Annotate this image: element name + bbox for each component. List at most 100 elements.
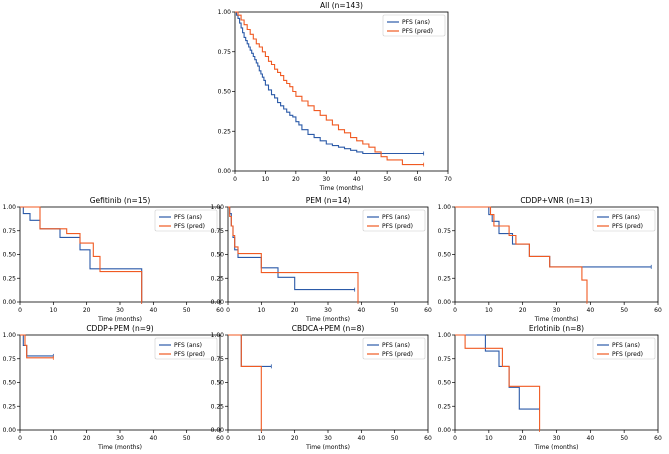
y-tick-label: 1.00: [438, 332, 452, 339]
legend-label: PFS (ans): [612, 342, 640, 349]
x-tick-label: 0: [233, 176, 237, 183]
x-tick-label: 30: [322, 176, 330, 183]
chart-title: CDDP+VNR (n=13): [520, 196, 592, 205]
y-tick-label: 0.25: [218, 128, 232, 135]
legend-label: PFS (ans): [612, 214, 640, 221]
x-tick-label: 40: [587, 307, 595, 314]
chart-title: CDDP+PEM (n=9): [86, 324, 153, 333]
y-tick-label: 0.50: [211, 252, 225, 259]
x-tick-label: 10: [50, 435, 58, 442]
series-line-ans: [228, 206, 355, 291]
series-line-pred: [228, 206, 359, 302]
legend-label: PFS (ans): [402, 19, 430, 26]
x-tick-label: 0: [453, 435, 457, 442]
legend-label: PFS (ans): [174, 214, 202, 221]
x-tick-label: 30: [553, 307, 561, 314]
y-tick-label: 0.25: [438, 403, 452, 410]
x-tick-label: 10: [485, 307, 493, 314]
x-tick-label: 60: [216, 435, 224, 442]
y-tick-label: 1.00: [438, 204, 452, 211]
y-tick-label: 0.75: [211, 356, 225, 363]
chart-panel-7: Erlotinib (n=8) 0 10 20 30 40 50 60 0.00 0.25 0.50…: [438, 324, 662, 451]
y-tick-label: 0.25: [3, 403, 17, 410]
chart-panel-2: Gefitinib (n=15)0 10 20 30 40 50 600.000.250.5…: [3, 196, 224, 323]
series-line-pred: [228, 334, 262, 430]
x-tick-label: 0: [226, 307, 230, 314]
y-tick-label: 0.75: [438, 356, 452, 363]
y-tick-label: 0.75: [3, 228, 17, 235]
x-tick-label: 40: [150, 435, 158, 442]
legend-label: PFS (pred): [612, 223, 643, 230]
x-tick-label: 50: [183, 435, 191, 442]
x-tick-label: 30: [324, 435, 332, 442]
legend-label: PFS (pred): [174, 223, 205, 230]
x-axis-label: Time (months): [319, 185, 364, 192]
x-tick-label: 10: [485, 435, 493, 442]
y-tick-label: 0.25: [211, 403, 225, 410]
series-line-ans: [235, 11, 424, 155]
y-tick-label: 0.00: [438, 427, 452, 434]
x-tick-label: 60: [654, 307, 662, 314]
chart-title: Gefitinib (n=15): [90, 196, 151, 205]
y-tick-label: 0.50: [211, 380, 225, 387]
x-tick-label: 10: [258, 435, 266, 442]
x-tick-label: 30: [324, 307, 332, 314]
x-tick-label: 40: [587, 435, 595, 442]
legend-label: PFS (pred): [174, 351, 205, 358]
x-tick-label: 30: [116, 435, 124, 442]
x-tick-label: 50: [383, 176, 391, 183]
x-tick-label: 40: [353, 176, 361, 183]
x-tick-label: 0: [18, 307, 22, 314]
x-tick-label: 50: [183, 307, 191, 314]
y-tick-label: 1.00: [3, 204, 17, 211]
y-tick-label: 0.00: [3, 299, 17, 306]
legend-label: PFS (ans): [174, 342, 202, 349]
y-tick-label: 1.00: [3, 332, 17, 339]
legend-label: PFS (ans): [382, 342, 410, 349]
series-line-ans: [455, 334, 540, 410]
x-tick-label: 30: [116, 307, 124, 314]
series-line-pred: [235, 11, 424, 166]
y-tick-label: 0.00: [211, 299, 225, 306]
x-tick-label: 10: [262, 176, 270, 183]
x-axis-label: Time (months): [305, 316, 350, 323]
x-tick-label: 50: [620, 435, 628, 442]
x-tick-label: 20: [291, 307, 299, 314]
x-tick-label: 20: [83, 435, 91, 442]
x-tick-label: 40: [358, 307, 366, 314]
y-tick-label: 0.25: [3, 275, 17, 282]
series-line-ans: [228, 334, 272, 367]
x-tick-label: 60: [414, 176, 422, 183]
series-line-ans: [20, 206, 143, 302]
y-tick-label: 0.75: [3, 356, 17, 363]
y-tick-label: 0.75: [218, 49, 232, 56]
legend-label: PFS (pred): [402, 28, 433, 35]
x-tick-label: 30: [553, 435, 561, 442]
y-tick-label: 0.75: [211, 228, 225, 235]
chart-panel-1: All (n=143) 0 10 20 30 40 50 60 70 0.00 0.25 0.50 0.…: [218, 1, 452, 192]
x-tick-label: 60: [216, 307, 224, 314]
y-tick-label: 0.50: [438, 380, 452, 387]
y-tick-label: 0.00: [438, 299, 452, 306]
chart-panel-6: CBDCA+PEM (n=8)0 10 20 30 40 50 600.000.250.50…: [211, 324, 432, 451]
chart-panel-3: PEM (n=14)0 10 20 30 40 50 600.000.250.500.751…: [211, 196, 432, 323]
x-tick-label: 20: [519, 435, 527, 442]
x-tick-label: 20: [83, 307, 91, 314]
x-tick-label: 20: [291, 435, 299, 442]
x-tick-label: 20: [292, 176, 300, 183]
x-tick-label: 50: [391, 435, 399, 442]
x-tick-label: 60: [424, 435, 432, 442]
x-tick-label: 50: [620, 307, 628, 314]
x-axis-label: Time (months): [534, 444, 579, 451]
x-tick-label: 0: [18, 435, 22, 442]
x-tick-label: 10: [258, 307, 266, 314]
chart-title: Erlotinib (n=8): [529, 324, 584, 333]
y-tick-label: 0.25: [211, 275, 225, 282]
y-tick-label: 0.50: [438, 252, 452, 259]
series-line-pred: [20, 334, 54, 359]
series-line-pred: [455, 206, 588, 302]
y-tick-label: 0.75: [438, 228, 452, 235]
x-tick-label: 70: [444, 176, 452, 183]
x-axis-label: Time (months): [534, 316, 579, 323]
x-tick-label: 60: [424, 307, 432, 314]
